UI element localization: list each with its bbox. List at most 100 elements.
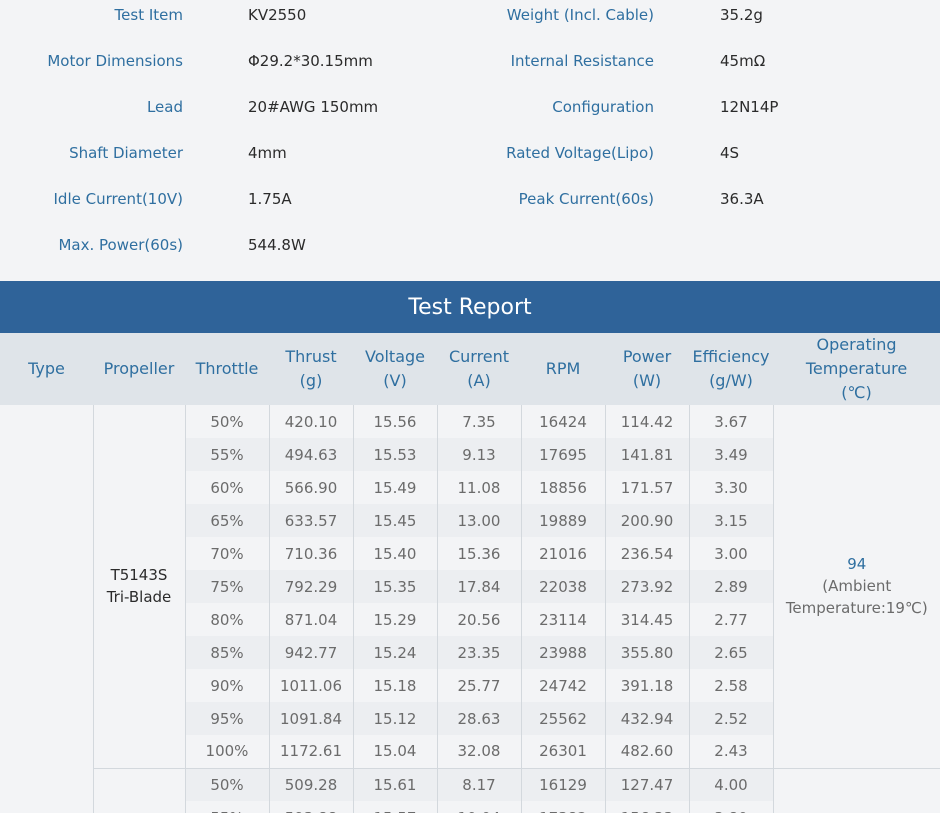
table-row: 50% 509.28 15.61 8.17 16129 127.47 4.00 (0, 767, 940, 813)
rpm-cell: 16424 (520, 405, 605, 438)
spec-value: Φ29.2*30.15mm (248, 52, 373, 70)
rpm-cell: 17382 (520, 801, 605, 813)
spec-label: Shaft Diameter (69, 144, 183, 162)
propeller-cell: T5143S Tri-Blade (92, 405, 185, 768)
rpm-cell: 19889 (520, 504, 605, 537)
efficiency-cell: 2.65 (688, 636, 773, 669)
spec-label: Max. Power(60s) (58, 236, 183, 254)
thrust-cell: 942.77 (268, 636, 353, 669)
spec-value: 35.2g (720, 6, 763, 24)
spec-value: 20#AWG 150mm (248, 98, 379, 116)
spec-value: 36.3A (720, 190, 764, 208)
spec-label: Lead (146, 98, 183, 116)
header-type: Type (0, 333, 93, 405)
thrust-cell: 494.63 (268, 438, 353, 471)
current-cell: 32.08 (436, 735, 521, 768)
current-cell: 23.35 (436, 636, 521, 669)
test-report-table: Type Propeller Throttle Thrust (g) Voltag… (0, 333, 940, 813)
voltage-cell: 15.61 (352, 767, 437, 801)
thrust-cell: 871.04 (268, 603, 353, 636)
power-cell: 171.57 (604, 471, 689, 504)
table-row: 55% 494.63 15.53 9.13 17695 141.81 3.49 (0, 438, 940, 471)
thrust-cell: 566.90 (268, 471, 353, 504)
voltage-cell: 15.56 (352, 405, 437, 438)
temperature-cell (772, 767, 940, 813)
efficiency-cell: 3.49 (688, 438, 773, 471)
spec-value: 12N14P (720, 98, 779, 116)
efficiency-cell: 2.43 (688, 735, 773, 768)
voltage-cell: 15.35 (352, 570, 437, 603)
efficiency-cell: 3.00 (688, 537, 773, 570)
header-efficiency: Efficiency (g/W) (689, 333, 773, 405)
header-throttle: Throttle (185, 333, 269, 405)
voltage-cell: 15.53 (352, 438, 437, 471)
rpm-cell: 22038 (520, 570, 605, 603)
rpm-cell: 23988 (520, 636, 605, 669)
throttle-cell: 50% (184, 405, 269, 438)
voltage-cell: 15.49 (352, 471, 437, 504)
voltage-cell: 15.12 (352, 702, 437, 735)
spec-value: 1.75A (248, 190, 292, 208)
power-cell: 273.92 (604, 570, 689, 603)
efficiency-cell: 3.67 (688, 405, 773, 438)
power-cell: 391.18 (604, 669, 689, 702)
throttle-cell: 50% (184, 767, 269, 801)
propeller-cell (92, 767, 185, 813)
rpm-cell: 24742 (520, 669, 605, 702)
current-cell: 11.08 (436, 471, 521, 504)
spec-label: Internal Resistance (510, 52, 654, 70)
thrust-cell: 509.28 (268, 767, 353, 801)
rpm-cell: 25562 (520, 702, 605, 735)
efficiency-cell: 3.80 (688, 801, 773, 813)
thrust-cell: 1011.06 (268, 669, 353, 702)
throttle-cell: 55% (184, 438, 269, 471)
table-row: 55%593.8815.5710.0417382156.333.80 (0, 801, 940, 813)
power-cell: 314.45 (604, 603, 689, 636)
header-thrust: Thrust (g) (269, 333, 353, 405)
temperature-note: (Ambient (822, 577, 892, 596)
spec-value: 45mΩ (720, 52, 766, 70)
voltage-cell: 15.57 (352, 801, 437, 813)
table-row: 95% 1091.84 15.12 28.63 25562 432.94 2.52 (0, 702, 940, 735)
header-current: Current (A) (437, 333, 521, 405)
throttle-cell: 90% (184, 669, 269, 702)
throttle-cell: 100% (184, 735, 269, 768)
power-cell: 141.81 (604, 438, 689, 471)
voltage-cell: 15.18 (352, 669, 437, 702)
current-cell: 28.63 (436, 702, 521, 735)
propeller-name-line: T5143S (110, 566, 168, 585)
header-rpm: RPM (521, 333, 605, 405)
table-row: 75% 792.29 15.35 17.84 22038 273.92 2.89 (0, 570, 940, 603)
table-row: 100% 1172.61 15.04 32.08 26301 482.60 2.43 (0, 735, 940, 768)
current-cell: 7.35 (436, 405, 521, 438)
table-row: T5143S Tri-Blade 50% 420.10 15.56 7.35 16424 11… (0, 405, 940, 813)
efficiency-cell: 2.52 (688, 702, 773, 735)
header-voltage: Voltage (V) (353, 333, 437, 405)
spec-label: Peak Current(60s) (518, 190, 654, 208)
current-cell: 8.17 (436, 767, 521, 801)
table-row: 80% 871.04 15.29 20.56 23114 314.45 2.77 (0, 603, 940, 636)
power-cell: 127.47 (604, 767, 689, 801)
voltage-cell: 15.45 (352, 504, 437, 537)
table-header-row: Type Propeller Throttle Thrust (g) Voltag… (0, 333, 940, 405)
power-cell: 114.42 (604, 405, 689, 438)
efficiency-cell: 2.77 (688, 603, 773, 636)
efficiency-cell: 2.89 (688, 570, 773, 603)
spec-label: Configuration (552, 98, 654, 116)
power-cell: 482.60 (604, 735, 689, 768)
propeller-name-line: Tri-Blade (106, 588, 172, 607)
test-report-banner: Test Report (0, 281, 940, 333)
thrust-cell: 1172.61 (268, 735, 353, 768)
spec-label: Motor Dimensions (47, 52, 183, 70)
spec-value: KV2550 (248, 6, 307, 24)
spec-value: 544.8W (248, 236, 306, 254)
current-cell: 17.84 (436, 570, 521, 603)
header-power: Power (W) (605, 333, 689, 405)
rpm-cell: 23114 (520, 603, 605, 636)
table-row: 90% 1011.06 15.18 25.77 24742 391.18 2.58 (0, 669, 940, 702)
spec-section: Test Item KV2550 Motor Dimensions Φ29.2*30.… (0, 0, 940, 281)
spec-label: Test Item (114, 6, 183, 24)
throttle-cell: 95% (184, 702, 269, 735)
current-cell: 20.56 (436, 603, 521, 636)
test-report-title: Test Report (408, 294, 532, 320)
